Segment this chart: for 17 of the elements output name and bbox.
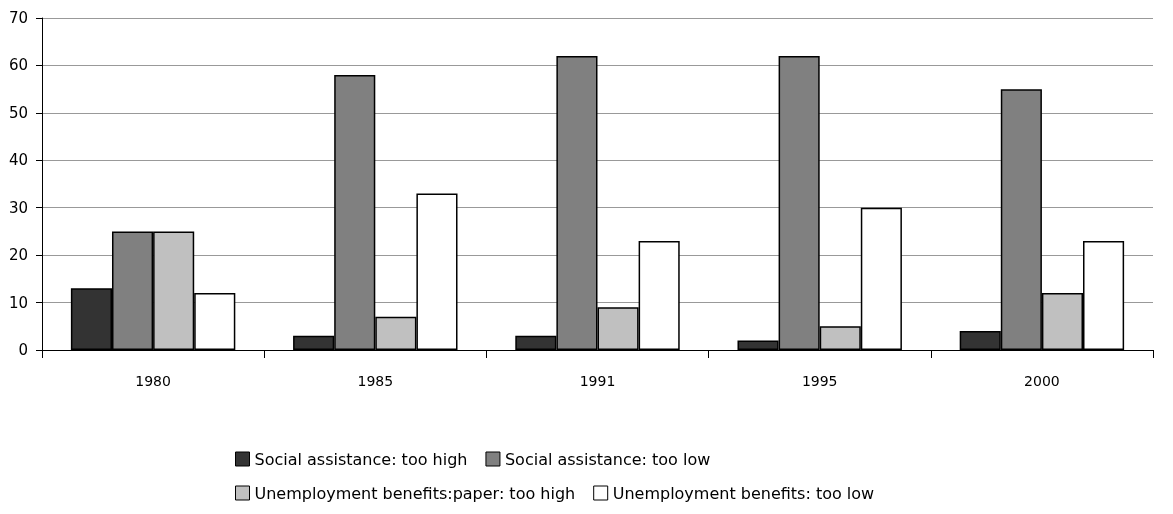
y-tick-label: 70: [8, 9, 28, 27]
x-tick-label: 1991: [579, 373, 616, 389]
legend-label: Unemployment benefits:paper: too high: [254, 483, 576, 503]
y-tick-label: 0: [18, 341, 28, 359]
y-tick-label: 40: [8, 151, 28, 170]
x-tick-label: 1985: [357, 373, 394, 389]
y-tick-label: 20: [8, 246, 28, 265]
y-tick-label: 50: [8, 103, 28, 122]
legend-label: Unemployment benefits: too low: [612, 483, 875, 503]
legend-label: Social assistance: too high: [254, 449, 468, 469]
legend-label: Social assistance: too low: [504, 449, 711, 469]
y-tick-label: 30: [8, 198, 28, 217]
x-tick-label: 1980: [135, 373, 171, 389]
y-tick-label: 10: [8, 293, 28, 312]
y-tick-label: 60: [8, 56, 28, 75]
x-tick-label: 1995: [801, 373, 838, 389]
x-tick-label: 2000: [1024, 373, 1060, 389]
